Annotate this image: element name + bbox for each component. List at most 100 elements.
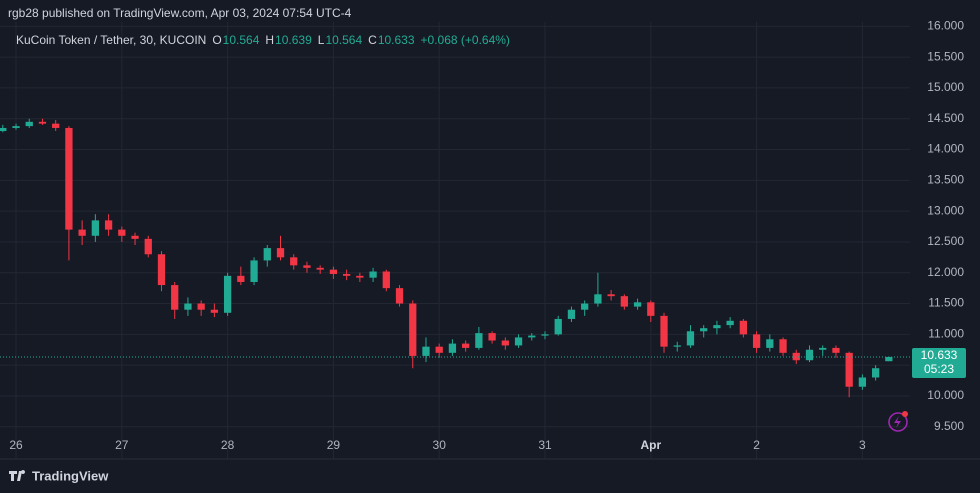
published-note: rgb28 published on TradingView.com, Apr …: [8, 6, 352, 20]
grid: [0, 22, 910, 459]
symbol-title: KuCoin Token / Tether, 30, KUCOIN: [16, 33, 206, 47]
x-tick-label: 29: [327, 438, 341, 452]
ohlc-value: 10.564: [223, 33, 260, 47]
ohlc-value: 10.564: [325, 33, 362, 47]
candle-body: [792, 352, 800, 361]
x-tick-label: Apr: [640, 438, 661, 452]
candle-body: [700, 328, 708, 332]
candle-body: [620, 296, 628, 307]
x-tick-label: 28: [221, 438, 235, 452]
candle-body: [686, 331, 695, 346]
ohlc-letter: H: [265, 33, 274, 47]
candle-body: [184, 303, 192, 310]
brand: TradingView: [32, 468, 109, 483]
candle-body: [514, 337, 523, 346]
candle-body: [303, 265, 311, 268]
y-tick-label: 9.500: [934, 419, 964, 433]
candle-body: [673, 345, 681, 347]
candle-body: [276, 248, 285, 258]
candle-body: [594, 294, 602, 304]
y-tick-label: 15.000: [927, 80, 964, 94]
candle-body: [779, 339, 787, 353]
icon-bolt: [894, 416, 901, 428]
candle-body: [25, 121, 33, 127]
candle-body: [660, 315, 668, 347]
ohlc-value: 10.633: [378, 33, 415, 47]
price-label-box: [912, 347, 966, 378]
candle-body: [766, 339, 774, 348]
candle-body: [12, 126, 20, 128]
candle-body: [223, 275, 232, 313]
candle-body: [144, 238, 152, 255]
x-tick-label: 31: [538, 438, 552, 452]
candle-body: [197, 303, 205, 310]
ohlc-legend: O 10.564 H 10.639 L 10.564 C 10.633 +0.068 (+0.6…: [212, 33, 510, 47]
y-tick-label: 12.500: [927, 234, 964, 248]
candle-body: [118, 229, 126, 236]
candle-body: [316, 267, 324, 270]
candle-body: [448, 343, 457, 353]
candle-body: [633, 302, 642, 307]
candle-body: [462, 343, 470, 348]
candle-body: [713, 325, 721, 329]
candle-body: [369, 271, 377, 278]
candle-body: [78, 229, 86, 236]
x-tick-label: 27: [115, 438, 129, 452]
candle-body: [647, 302, 655, 316]
candles: [0, 118, 893, 398]
candle-body: [422, 346, 430, 356]
candle-body: [554, 318, 562, 335]
y-tick-label: 15.500: [927, 49, 964, 63]
candle-body: [0, 127, 7, 132]
candle-body: [819, 347, 827, 350]
icon-dot: [902, 411, 908, 417]
lightning-icon: [888, 411, 908, 432]
candle-body: [845, 352, 853, 387]
x-tick-label: 30: [433, 438, 447, 452]
candle-body: [38, 121, 47, 124]
candle-body: [131, 235, 139, 239]
logo: [9, 470, 26, 481]
candle-body: [885, 356, 893, 362]
y-tick-label: 14.500: [927, 111, 964, 125]
y-tick-label: 10.000: [927, 388, 964, 402]
x-tick-label: 26: [9, 438, 23, 452]
change-label: +0.068 (+0.64%): [421, 33, 510, 47]
candle-body: [263, 248, 271, 261]
candle-body: [858, 377, 867, 387]
candle-body: [752, 334, 761, 348]
candle-body: [290, 257, 298, 266]
candle-body: [739, 320, 748, 335]
ohlc-letter: L: [318, 33, 325, 47]
candle-body: [581, 303, 589, 310]
candle-body: [91, 220, 100, 236]
candle-body: [607, 294, 615, 297]
candle-body: [541, 334, 549, 336]
y-tick-label: 13.500: [927, 173, 964, 187]
candle-body: [528, 335, 536, 338]
ohlc-value: 10.639: [275, 33, 312, 47]
candle-body: [104, 220, 113, 230]
candle-body: [395, 288, 404, 304]
candle-body: [805, 349, 814, 361]
x-tick-label: 2: [753, 438, 760, 452]
candle-body: [832, 347, 840, 353]
candle-body: [356, 275, 364, 278]
candle-body: [52, 123, 60, 128]
candle-body: [488, 333, 496, 341]
candle-body: [871, 368, 880, 378]
y-tick-label: 16.000: [927, 18, 964, 32]
candle-body: [65, 127, 73, 230]
candle-body: [409, 303, 417, 356]
y-tick-label: 14.000: [927, 142, 964, 156]
candle-body: [435, 346, 443, 353]
candle-body: [342, 273, 351, 276]
y-tick-label: 11.500: [928, 296, 964, 310]
candle-body: [171, 285, 179, 310]
logo-mark: [9, 470, 26, 481]
candle-body: [475, 333, 483, 348]
y-tick-label: 11.000: [928, 327, 964, 341]
